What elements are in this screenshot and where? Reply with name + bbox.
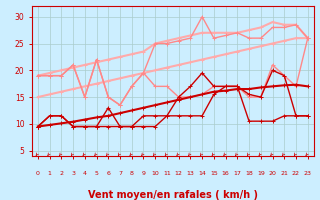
X-axis label: Vent moyen/en rafales ( km/h ): Vent moyen/en rafales ( km/h ): [88, 190, 258, 200]
